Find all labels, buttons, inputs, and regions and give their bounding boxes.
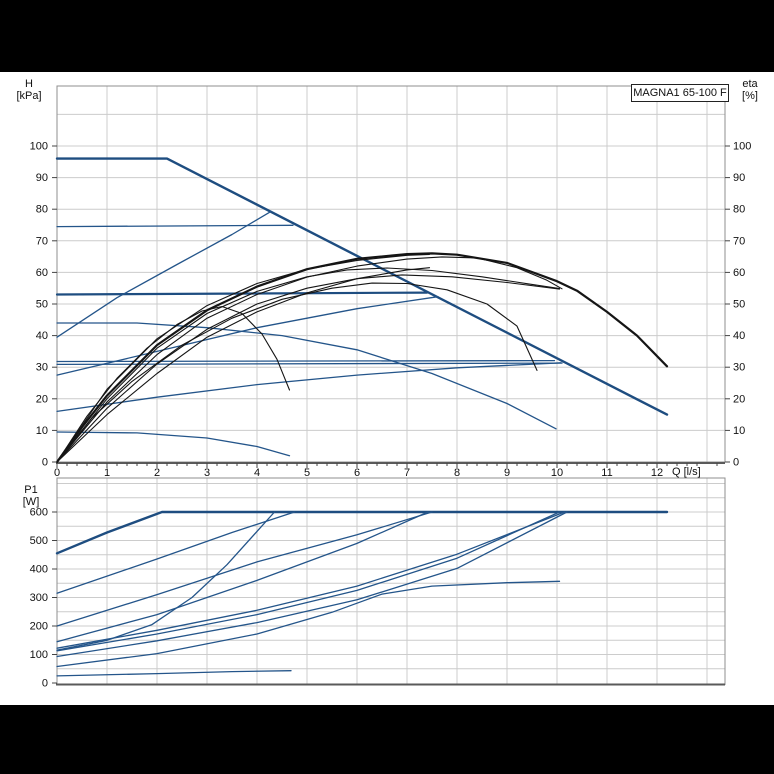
curve-p1-const-pressure-53 bbox=[56, 511, 433, 627]
axis-title-p1: P1 bbox=[24, 484, 38, 496]
curve-p1-prop-pressure-1 bbox=[56, 511, 568, 658]
tick-label: 50 bbox=[733, 299, 745, 311]
curve-eta-2 bbox=[56, 256, 563, 463]
axis-title-eta: eta bbox=[742, 78, 758, 90]
tick-label: 7 bbox=[404, 467, 410, 479]
tick-label: 100 bbox=[30, 141, 48, 153]
tick-label: 30 bbox=[733, 362, 745, 374]
curve-p1-min-speed bbox=[56, 670, 292, 677]
tick-label: 90 bbox=[36, 172, 48, 184]
tick-label: 500 bbox=[30, 535, 48, 547]
tick-label: 9 bbox=[504, 467, 510, 479]
tick-label: 10 bbox=[733, 425, 745, 437]
tick-label: 4 bbox=[254, 467, 260, 479]
tick-label: 0 bbox=[54, 467, 60, 479]
tick-label: 40 bbox=[36, 330, 48, 342]
tick-label: 80 bbox=[36, 204, 48, 216]
x-axis-title: Q [l/s] bbox=[672, 466, 701, 478]
curve-const-pressure-74 bbox=[56, 224, 294, 228]
tick-label: 60 bbox=[36, 267, 48, 279]
tick-label: 12 bbox=[651, 467, 663, 479]
tick-label: 100 bbox=[733, 141, 751, 153]
tick-label: 60 bbox=[733, 267, 745, 279]
tick-label: 600 bbox=[30, 507, 48, 519]
curve-p1-const-pressure-31 bbox=[56, 511, 561, 652]
tick-label: 40 bbox=[733, 330, 745, 342]
tick-label: 20 bbox=[36, 393, 48, 405]
curve-eta-mid bbox=[56, 282, 538, 463]
tick-label: 80 bbox=[733, 204, 745, 216]
tick-label: 6 bbox=[354, 467, 360, 479]
curve-p1-const-pressure-32 bbox=[56, 511, 566, 649]
curve-mid-speed-curve bbox=[56, 322, 557, 430]
curve-eta-min bbox=[56, 305, 291, 463]
lower-left-axis-title: P1 [W] bbox=[8, 484, 54, 508]
tick-label: 200 bbox=[30, 621, 48, 633]
axis-title-kpa: [kPa] bbox=[16, 90, 42, 102]
axis-title-pct: [%] bbox=[742, 90, 758, 102]
tick-label: 0 bbox=[733, 457, 739, 469]
curve-prop-pressure-1 bbox=[56, 362, 562, 413]
curve-const-pressure-32 bbox=[56, 359, 556, 363]
tick-label: 400 bbox=[30, 564, 48, 576]
tick-label: 300 bbox=[30, 592, 48, 604]
curve-prop-pressure-3 bbox=[56, 210, 272, 338]
curve-p1-mid-speed bbox=[56, 580, 561, 668]
tick-label: 8 bbox=[454, 467, 460, 479]
axis-title-w: [W] bbox=[22, 496, 40, 508]
tick-label: 11 bbox=[601, 467, 612, 479]
curve-eta-5 bbox=[56, 253, 431, 463]
curve-eta-max bbox=[55, 252, 669, 464]
curve-eta-3 bbox=[56, 267, 561, 463]
tick-label: 0 bbox=[42, 457, 48, 469]
tick-label: 5 bbox=[304, 467, 310, 479]
tick-label: 3 bbox=[204, 467, 210, 479]
tick-label: 70 bbox=[733, 235, 745, 247]
tick-label: 100 bbox=[30, 649, 48, 661]
tick-label: 10 bbox=[551, 467, 563, 479]
tick-label: 20 bbox=[733, 393, 745, 405]
tick-label: 50 bbox=[36, 299, 48, 311]
curve-p1-max bbox=[55, 510, 669, 555]
tick-label: 90 bbox=[733, 172, 745, 184]
tick-label: 10 bbox=[36, 425, 48, 437]
axis-title-h: H bbox=[25, 78, 33, 90]
tick-label: 70 bbox=[36, 235, 48, 247]
curve-prop-pressure-2 bbox=[56, 296, 439, 376]
tick-label: 30 bbox=[36, 362, 48, 374]
upper-left-axis-title: H [kPa] bbox=[4, 78, 54, 102]
tick-label: 2 bbox=[154, 467, 160, 479]
pump-title-box: MAGNA1 65-100 F bbox=[631, 84, 729, 102]
curve-eta-6 bbox=[56, 267, 431, 463]
curve-max-speed-curve bbox=[55, 157, 669, 416]
curve-p1-const-pressure-74 bbox=[56, 511, 296, 594]
curve-min-speed-curve bbox=[56, 431, 291, 457]
curve-p1-prop-pressure-3 bbox=[56, 511, 276, 651]
tick-label: 0 bbox=[42, 678, 48, 690]
curve-p1-prop-pressure-2 bbox=[56, 511, 429, 643]
tick-label: 1 bbox=[104, 467, 110, 479]
upper-right-axis-title: eta [%] bbox=[727, 78, 773, 102]
curve-eta-4 bbox=[56, 274, 561, 463]
